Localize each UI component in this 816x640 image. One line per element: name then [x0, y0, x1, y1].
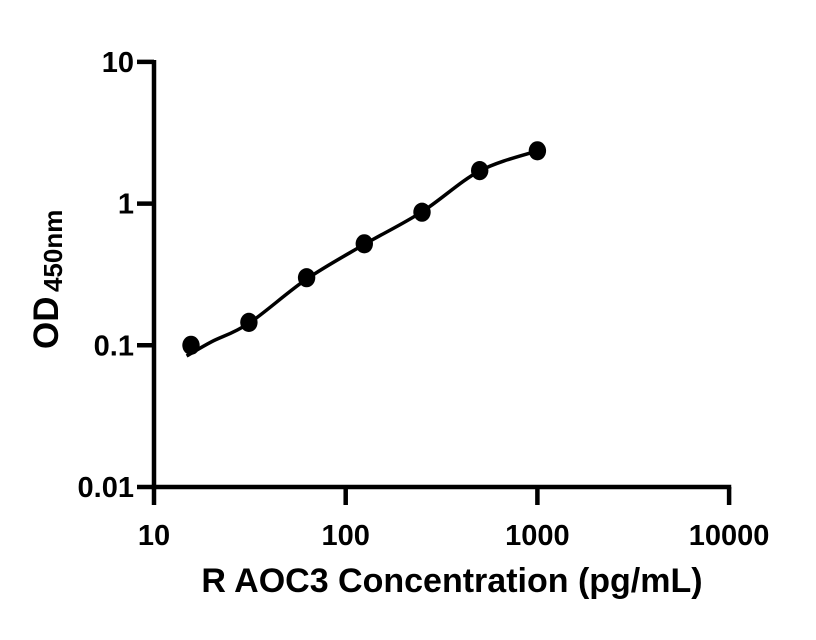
data-point [240, 312, 258, 332]
y-axis-title-subscript: 450nm [38, 210, 68, 292]
x-axis-title: R AOC3 Concentration (pg/mL) [201, 562, 702, 600]
x-tick-label: 100 [322, 520, 370, 552]
y-tick-label: 1 [118, 189, 134, 221]
curve-layer [185, 149, 538, 358]
y-tick-label: 0.1 [94, 330, 134, 362]
axes-layer [151, 60, 732, 490]
y-tick-label: 10 [102, 47, 134, 79]
points-layer [182, 141, 547, 355]
y-tick-label: 0.01 [78, 472, 134, 504]
y-axis-title: OD 450nm [27, 210, 68, 349]
data-point [297, 268, 316, 288]
data-point [471, 161, 489, 181]
data-point [182, 335, 200, 355]
data-point [528, 141, 547, 161]
y-axis-title-main: OD [27, 297, 66, 350]
data-point [355, 234, 373, 254]
x-tick-label: 10000 [689, 520, 770, 552]
x-tick-label: 10 [138, 520, 170, 552]
x-tick-label: 1000 [505, 520, 570, 552]
data-point [413, 202, 431, 222]
fit-curve-line [185, 149, 538, 358]
